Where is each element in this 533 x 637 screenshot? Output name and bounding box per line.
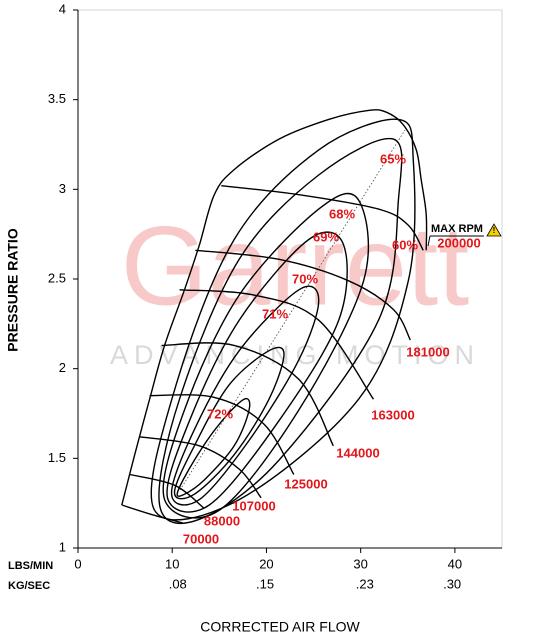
x2-tick-label: .15 bbox=[256, 576, 274, 591]
speed-line bbox=[121, 504, 183, 524]
x2-tick-label: .08 bbox=[169, 576, 187, 591]
y-tick-label: 2.5 bbox=[48, 270, 66, 285]
efficiency-island bbox=[150, 118, 416, 521]
y-tick-label: 3 bbox=[59, 181, 66, 196]
speed-label: 107000 bbox=[232, 498, 275, 513]
speed-line bbox=[161, 342, 334, 447]
efficiency-island bbox=[162, 192, 370, 519]
warning-icon-mark: ! bbox=[493, 226, 496, 235]
y-tick-label: 2 bbox=[59, 360, 66, 375]
x-unit-label: LBS/MIN bbox=[8, 560, 53, 572]
speed-line bbox=[195, 249, 411, 341]
y-tick-label: 4 bbox=[59, 1, 66, 16]
y-tick-label: 3.5 bbox=[48, 91, 66, 106]
x2-tick-label: .30 bbox=[443, 576, 461, 591]
efficiency-island bbox=[176, 397, 251, 497]
speed-line bbox=[179, 289, 375, 400]
max-rpm-label: MAX RPM bbox=[431, 223, 483, 235]
x-tick-label: 40 bbox=[448, 556, 462, 571]
x-tick-label: 10 bbox=[165, 556, 179, 571]
speed-line bbox=[129, 473, 205, 510]
y-axis-label: PRESSURE RATIO bbox=[5, 228, 21, 352]
speed-label: 70000 bbox=[183, 531, 219, 546]
speed-label: 181000 bbox=[406, 344, 449, 359]
efficiency-label: 72% bbox=[207, 406, 233, 421]
efficiency-island bbox=[170, 285, 320, 506]
speed-label: 125000 bbox=[284, 476, 327, 491]
x-tick-label: 20 bbox=[259, 556, 273, 571]
efficiency-label: 60% bbox=[392, 237, 418, 252]
y-tick-label: 1.5 bbox=[48, 450, 66, 465]
efficiency-label: 71% bbox=[262, 306, 288, 321]
x-tick-label: 30 bbox=[353, 556, 367, 571]
x-axis-label: CORRECTED AIR FLOW bbox=[200, 619, 360, 635]
speed-label: 144000 bbox=[336, 445, 379, 460]
efficiency-island bbox=[158, 137, 403, 525]
x-tick-label: 0 bbox=[74, 556, 81, 571]
efficiency-label: 65% bbox=[380, 151, 406, 166]
speed-line bbox=[149, 394, 295, 475]
efficiency-label: 68% bbox=[329, 206, 355, 221]
speed-label: 88000 bbox=[204, 513, 240, 528]
efficiency-label: 69% bbox=[313, 229, 339, 244]
speed-line bbox=[139, 436, 262, 499]
warning-icon bbox=[486, 223, 502, 237]
watermark: Garrett bbox=[121, 204, 470, 329]
x2-tick-label: .23 bbox=[356, 576, 374, 591]
speed-label: 200000 bbox=[437, 235, 480, 250]
surge-line bbox=[121, 109, 428, 506]
y-tick-label: 1 bbox=[59, 539, 66, 554]
peak-efficiency-line bbox=[179, 129, 406, 491]
speed-label: 163000 bbox=[371, 407, 414, 422]
efficiency-label: 70% bbox=[292, 271, 318, 286]
efficiency-island bbox=[173, 346, 285, 500]
speed-line bbox=[221, 185, 424, 251]
x2-unit-label: KG/SEC bbox=[8, 580, 50, 592]
max-rpm-leader bbox=[427, 235, 431, 247]
